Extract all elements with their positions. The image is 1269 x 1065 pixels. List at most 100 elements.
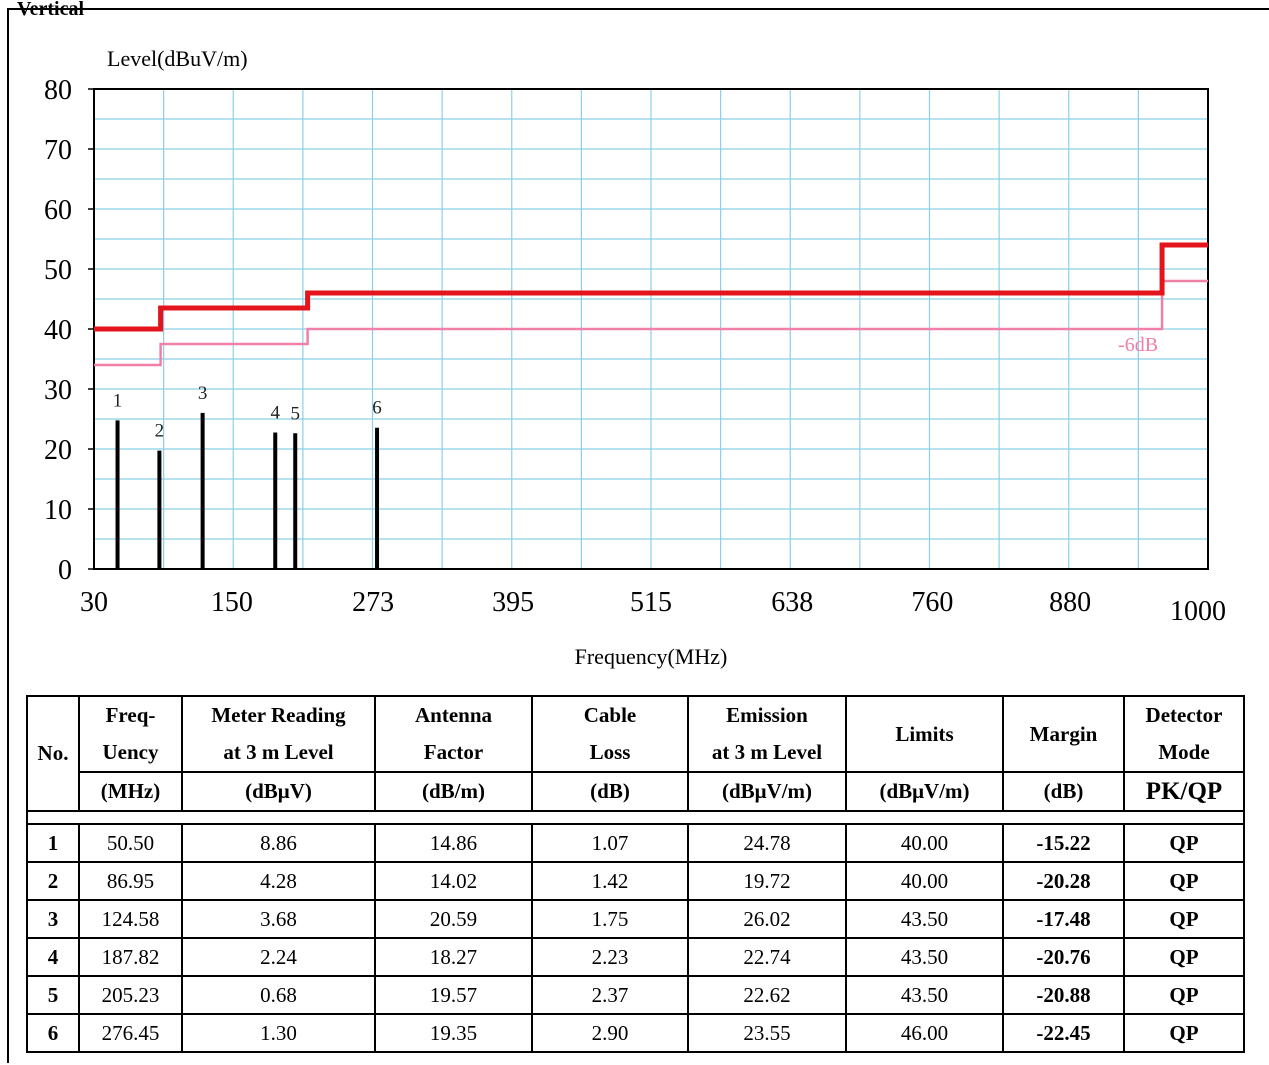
table-unit-cell: (dB) [1002,771,1125,812]
table-row: 4 187.82 2.24 18.27 2.23 22.74 43.50 -20.76 QP [26,937,1245,977]
table-cell: 14.02 [374,861,533,901]
table-cell: 2.90 [531,1013,689,1053]
table-cell: 4 [26,937,80,977]
table-cell: 19.72 [687,861,847,901]
table-cell: 187.82 [78,937,183,977]
x-tick-label: 880 [1049,587,1091,618]
table-cell: QP [1123,937,1245,977]
table-cell: 46.00 [845,1013,1004,1053]
table-cell: 2 [26,861,80,901]
table-cell: 2.23 [531,937,689,977]
table-cell: QP [1123,975,1245,1015]
table-cell: 3 [26,899,80,939]
y-tick-label: 10 [44,495,72,526]
y-tick-label: 0 [58,555,72,586]
table-cell: 3.68 [181,899,376,939]
x-tick-label: 150 [211,587,253,618]
marker-label: 4 [270,403,280,424]
table-cell: 1.07 [531,823,689,863]
marker-label: 1 [113,390,123,411]
table-cell: 50.50 [78,823,183,863]
table-cell: 23.55 [687,1013,847,1053]
table-cell: 19.35 [374,1013,533,1053]
x-tick-label: 515 [630,587,672,618]
table-cell: 24.78 [687,823,847,863]
table-cell: -22.45 [1002,1013,1125,1053]
y-tick-label: 40 [44,315,72,346]
table-cell: 20.59 [374,899,533,939]
table-cell: 1.75 [531,899,689,939]
y-tick-label: 70 [44,135,72,166]
x-tick-label: 760 [911,587,953,618]
table-cell: QP [1123,899,1245,939]
table-cell: 5 [26,975,80,1015]
table-header-cell: Emission at 3 m Level [687,695,847,773]
table-header-cell: No. [26,695,80,812]
x-tick-label: 1000 [1170,596,1226,627]
clipped-header-text: Vertical [17,0,85,20]
margin-line-label: -6dB [1118,334,1158,356]
marker-label: 5 [290,403,300,424]
limit-line [94,242,1208,332]
table-spacer-cell [26,810,1245,825]
table-units-row: (MHz) (dBμV) (dB/m) (dB) (dBμV/m) (dBμV/m) (dB… [27,771,1245,812]
table-cell: 40.00 [845,861,1004,901]
table-cell: 22.62 [687,975,847,1015]
results-table: No. Freq- Uency Meter Reading at 3 m Level An… [26,695,1245,1053]
table-spacer-row [26,810,1245,825]
table-cell: QP [1123,861,1245,901]
table-cell: 19.57 [374,975,533,1015]
y-tick-label: 80 [44,75,72,106]
table-cell: -17.48 [1002,899,1125,939]
table-cell: 0.68 [181,975,376,1015]
table-cell: 124.58 [78,899,183,939]
table-cell: 43.50 [845,899,1004,939]
table-row: 2 86.95 4.28 14.02 1.42 19.72 40.00 -20.28 QP [26,861,1245,901]
table-cell: 1.42 [531,861,689,901]
table-cell: 8.86 [181,823,376,863]
table-cell: 2.37 [531,975,689,1015]
table-cell: 276.45 [78,1013,183,1053]
table-unit-cell: (MHz) [78,771,183,812]
y-tick-label: 30 [44,375,72,406]
table-header-cell: Cable Loss [531,695,689,773]
marker-label: 6 [372,398,382,419]
limit-lines: -6dB [94,242,1208,367]
table-unit-cell: (dBμV/m) [687,771,847,812]
y-tick-label: 20 [44,435,72,466]
table-cell: 26.02 [687,899,847,939]
table-cell: -20.88 [1002,975,1125,1015]
table-cell: -15.22 [1002,823,1125,863]
table-row: 1 50.50 8.86 14.86 1.07 24.78 40.00 -15.22 QP [26,823,1245,863]
y-tick-label: 60 [44,195,72,226]
table-cell: 2.24 [181,937,376,977]
marker-label: 3 [198,383,208,404]
markers: 1 2 3 4 5 6 [113,383,382,569]
table-header-row: No. Freq- Uency Meter Reading at 3 m Level An… [26,695,1245,812]
table-cell: 1 [26,823,80,863]
x-tick-label: 273 [352,587,394,618]
table-cell: 40.00 [845,823,1004,863]
table-cell: 43.50 [845,937,1004,977]
table-cell: 18.27 [374,937,533,977]
table-header-cell: Meter Reading at 3 m Level [181,695,376,773]
table-cell: -20.76 [1002,937,1125,977]
table-unit-cell: (dB) [531,771,689,812]
table-cell: 205.23 [78,975,183,1015]
table-cell: 43.50 [845,975,1004,1015]
x-tick-label: 30 [80,587,108,618]
table-row: 5 205.23 0.68 19.57 2.37 22.62 43.50 -20.88 QP [26,975,1245,1015]
y-axis-label: Level(dBuV/m) [107,46,248,71]
marker-label: 2 [155,421,165,442]
x-tick-label: 638 [771,587,813,618]
table-unit-cell: (dB/m) [374,771,533,812]
table-header-cell: Detector Mode [1123,695,1245,773]
table-unit-cell: (dBμV) [181,771,376,812]
table-unit-cell: (dBμV/m) [845,771,1004,812]
table-header-cell: Antenna Factor [374,695,533,773]
table-cell: 14.86 [374,823,533,863]
table-cell: 6 [26,1013,80,1053]
table-cell: 86.95 [78,861,183,901]
table-row: 6 276.45 1.30 19.35 2.90 23.55 46.00 -22.45 QP [26,1013,1245,1053]
x-tick-label: 395 [492,587,534,618]
